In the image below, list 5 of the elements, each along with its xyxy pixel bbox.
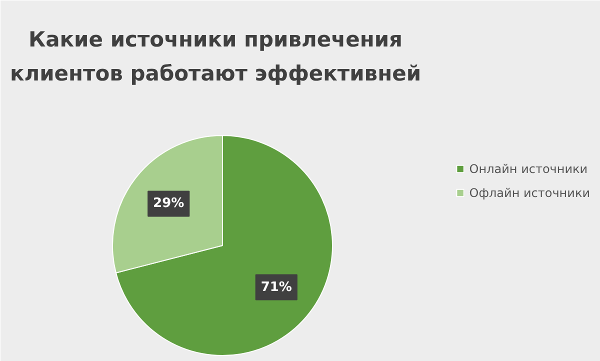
chart-title: Какие источники привлечения клиентов работают эффективней [10, 28, 422, 86]
data-label: 71% [260, 280, 292, 295]
legend-label: Офлайн источники [469, 186, 590, 200]
legend-label: Онлайн источники [469, 162, 588, 176]
data-label: 29% [153, 196, 184, 212]
